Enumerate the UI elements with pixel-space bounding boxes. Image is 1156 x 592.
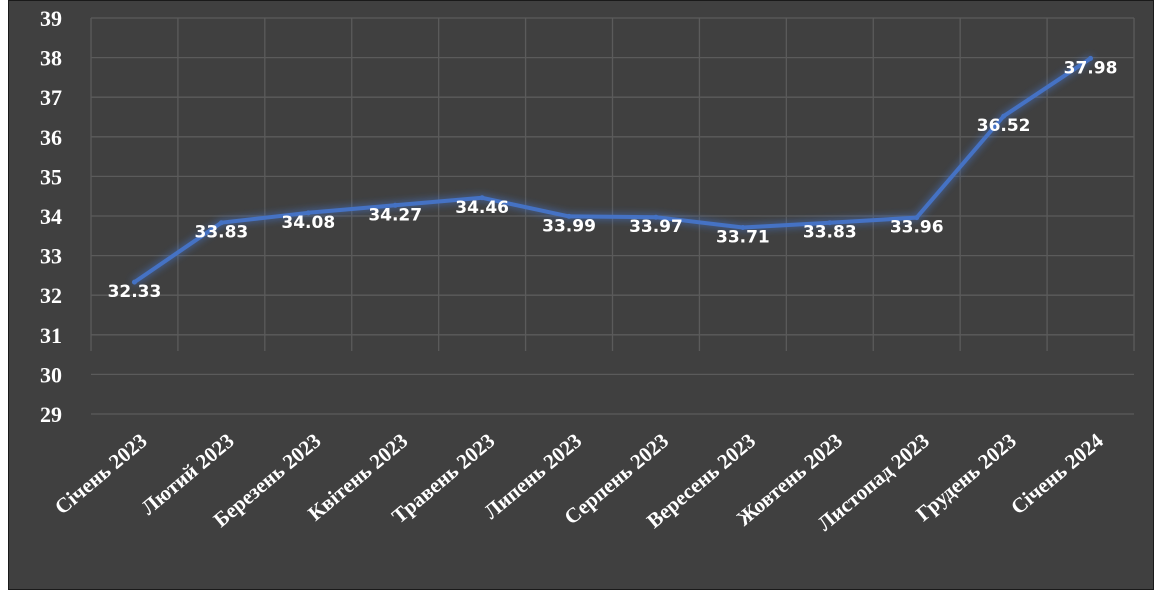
- y-axis-ticks: 29 30 31 32 33 34 35 36 37 38 39: [40, 6, 62, 427]
- series-line: [132, 56, 1093, 285]
- data-labels: 32.33 33.83 34.08 34.27 34.46 33.99 33.97 33.71…: [108, 58, 1118, 302]
- y-tick-label: 39: [40, 6, 62, 31]
- data-label: 33.83: [194, 223, 248, 243]
- data-label: 34.46: [455, 198, 509, 218]
- data-point: [305, 210, 311, 216]
- chart-area: 29 30 31 32 33 34 35 36 37 38 39 Січень 2023 Лютий …: [8, 0, 1154, 590]
- y-tick-label: 34: [40, 204, 62, 229]
- data-label: 36.52: [977, 116, 1031, 136]
- y-tick-label: 35: [40, 164, 62, 189]
- y-tick-label: 30: [40, 362, 62, 387]
- series-line-group: [131, 55, 1094, 285]
- data-point: [740, 224, 746, 230]
- data-label: 33.83: [803, 223, 857, 243]
- y-tick-label: 38: [40, 46, 62, 71]
- data-point: [566, 213, 572, 219]
- data-point: [479, 195, 485, 201]
- y-tick-label: 36: [40, 125, 62, 150]
- data-point: [392, 202, 398, 208]
- y-tick-label: 37: [40, 85, 62, 110]
- y-tick-label: 33: [40, 244, 62, 269]
- data-point: [1088, 55, 1094, 61]
- data-label: 34.27: [368, 205, 422, 225]
- data-label: 33.99: [542, 216, 596, 236]
- data-label: 33.97: [629, 217, 683, 237]
- data-label: 37.98: [1064, 58, 1118, 78]
- data-label: 34.08: [281, 213, 335, 233]
- data-point: [827, 220, 833, 226]
- line-chart: 29 30 31 32 33 34 35 36 37 38 39 Січень 2023Лютий …: [40, 6, 1135, 536]
- data-point: [1001, 113, 1007, 119]
- x-tick-label: Січень 2024: [1006, 428, 1108, 519]
- data-point: [218, 220, 224, 226]
- data-point: [914, 215, 920, 221]
- data-point: [131, 279, 137, 285]
- data-label: 33.96: [890, 218, 944, 238]
- y-tick-label: 29: [40, 402, 62, 427]
- data-label: 33.71: [716, 227, 770, 247]
- x-tick-label: Січень 2023: [50, 428, 152, 519]
- y-tick-label: 32: [40, 283, 62, 308]
- data-point: [653, 214, 659, 220]
- data-label: 32.33: [108, 282, 162, 302]
- y-tick-label: 31: [40, 323, 62, 348]
